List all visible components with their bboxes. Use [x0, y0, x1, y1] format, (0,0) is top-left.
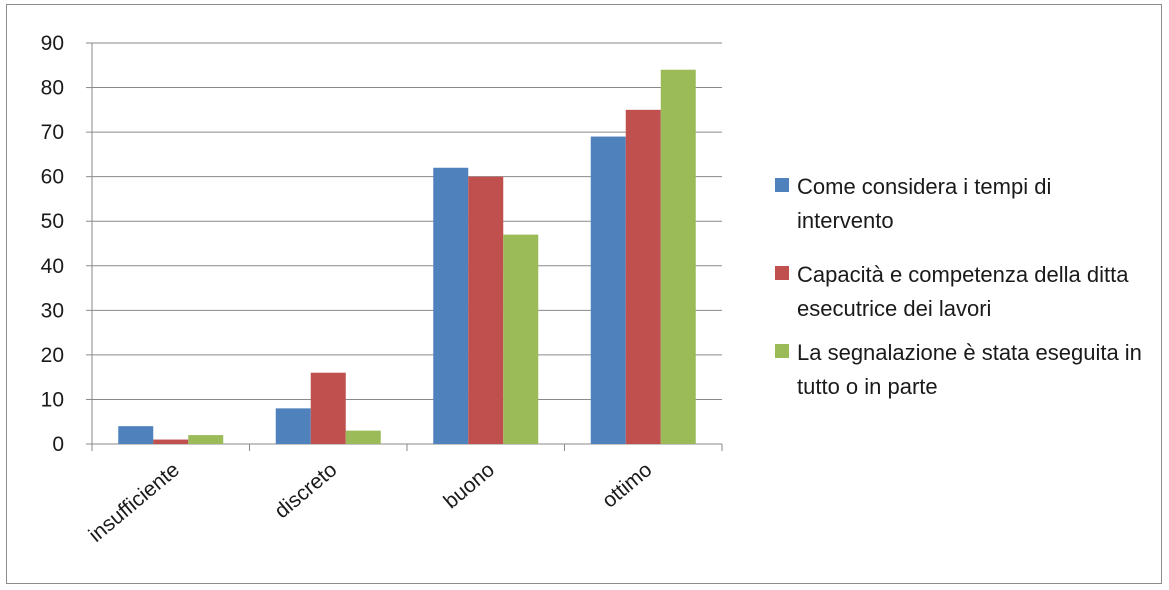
legend-swatch-series-3: [775, 344, 789, 358]
bar-series-2-insufficiente: [153, 439, 189, 444]
y-tick-label: 50: [41, 210, 64, 233]
legend-swatch-series-1: [775, 178, 789, 192]
bar-series-1-discreto: [275, 408, 311, 444]
chart-frame: [6, 4, 1162, 584]
legend-item-series-3: La segnalazione è stata eseguita in tutt…: [775, 336, 1150, 404]
bar-series-2-ottimo: [625, 109, 661, 444]
x-tick-label: buono: [439, 458, 499, 513]
legend-swatch-series-2: [775, 266, 789, 280]
y-tick-label: 80: [41, 77, 64, 100]
y-tick-label: 40: [41, 255, 64, 278]
y-tick-label: 60: [41, 166, 64, 189]
bar-series-3-ottimo: [660, 69, 696, 444]
y-tick-label: 90: [41, 32, 64, 55]
y-tick-label: 0: [52, 433, 64, 456]
bar-series-3-insufficiente: [188, 435, 224, 444]
x-tick-label: discreto: [270, 458, 341, 523]
legend-item-series-2: Capacità e competenza della ditta esecut…: [775, 258, 1150, 326]
bar-series-1-buono: [433, 167, 469, 444]
y-tick-label: 20: [41, 344, 64, 367]
bar-series-1-insufficiente: [118, 426, 154, 444]
legend-item-series-1: Come considera i tempi di intervento: [775, 170, 1150, 238]
bar-series-1-ottimo: [590, 136, 626, 445]
bar-series-3-discreto: [345, 430, 381, 444]
x-tick-label: insufficiente: [85, 458, 184, 547]
bar-series-3-buono: [503, 234, 539, 444]
y-tick-label: 70: [41, 121, 64, 144]
y-tick-label: 10: [41, 388, 64, 411]
legend-label-series-1: Come considera i tempi di intervento: [797, 174, 1052, 233]
legend-label-series-2: Capacità e competenza della ditta esecut…: [797, 262, 1129, 321]
x-tick-label: ottimo: [598, 458, 657, 512]
bar-series-2-buono: [468, 176, 504, 444]
legend-label-series-3: La segnalazione è stata eseguita in tutt…: [797, 340, 1142, 399]
legend: Come considera i tempi di intervento Cap…: [775, 170, 1150, 424]
bar-series-2-discreto: [310, 372, 346, 444]
y-tick-label: 30: [41, 299, 64, 322]
